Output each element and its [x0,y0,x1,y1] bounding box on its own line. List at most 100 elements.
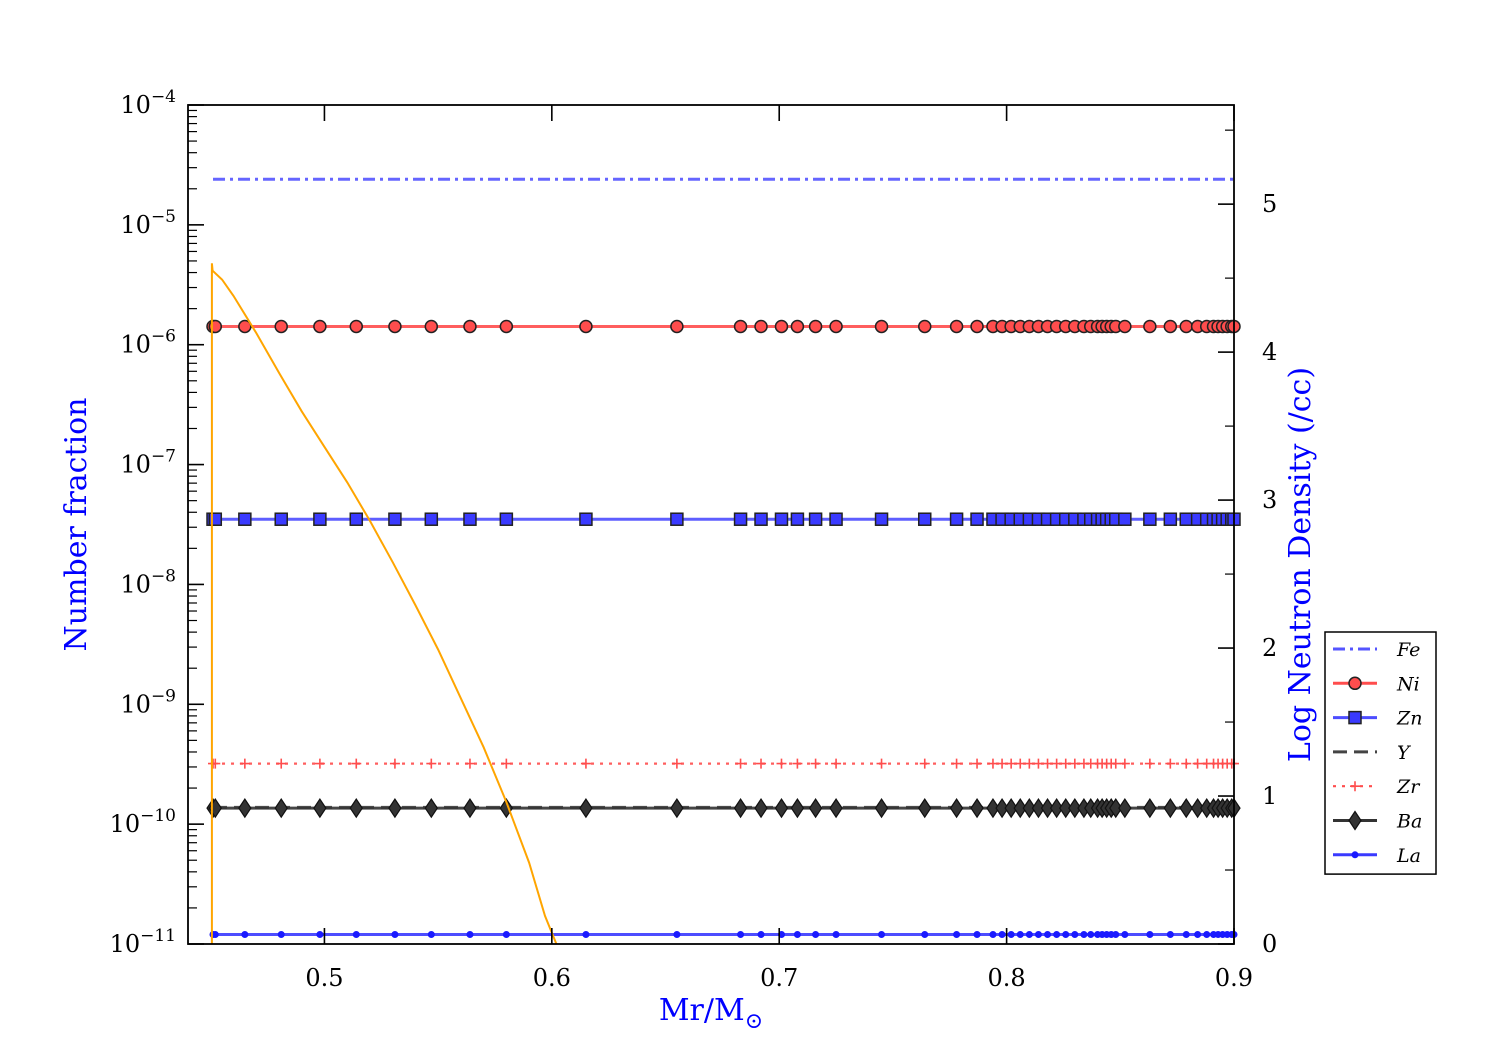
data-point-ni [274,319,288,334]
data-point-la [973,931,981,939]
data-point-ba [808,798,823,819]
data-point-zn [670,512,684,526]
data-point-ba [1179,798,1193,819]
series-zr [208,758,1239,769]
data-point-ni [1143,319,1157,334]
data-point-la [427,931,435,939]
data-point-zr [501,758,512,769]
data-point-zr [972,758,983,769]
y-left-tick-label: 10−6 [120,327,176,359]
data-point-zr [1051,758,1062,769]
data-point-zn [579,512,593,526]
data-point-zr [426,758,437,769]
y-left-tick-label: 10−8 [120,566,176,598]
data-point-la [502,931,510,939]
data-point-zr [1006,758,1017,769]
legend-entry-la: La [1333,845,1421,867]
data-point-ba [238,798,252,819]
data-point-ni [970,319,984,334]
data-point-la [793,931,801,939]
data-point-zn [499,512,514,526]
data-point-ba [1013,798,1027,819]
data-point-zn [829,512,843,526]
x-tick-label: 0.7 [760,964,798,992]
data-point-ni [463,319,477,334]
data-point-ba [733,798,748,819]
data-point-la [673,931,681,939]
data-point-zr [1015,758,1026,769]
series-ba [206,798,1241,819]
data-point-zr [1192,758,1203,769]
legend-entry-fe: Fe [1333,639,1420,661]
data-point-ni [1163,319,1178,334]
data-point-zr [1042,758,1053,769]
data-point-la [1146,931,1154,939]
y-right-tick-label: 0 [1262,930,1277,958]
data-point-ni [579,319,593,334]
y-right-tick-label: 5 [1262,190,1277,218]
data-point-zn [970,512,984,526]
data-point-la [277,931,285,939]
data-point-la [352,931,360,939]
data-point-ni [774,319,789,334]
data-point-la [1112,931,1120,939]
data-point-ni [424,319,439,334]
data-point-la [241,931,249,939]
data-point-la [921,931,929,939]
data-point-ni [808,319,823,334]
legend-entry-zr: Zr [1333,776,1421,798]
data-point-ni [790,319,805,334]
data-point-la [1053,931,1061,939]
data-point-zn [808,512,823,526]
data-point-zr [1069,758,1080,769]
data-point-zn [1179,512,1193,526]
data-point-ni [349,319,364,334]
data-point-zn [790,512,805,526]
x-tick-label: 0.9 [1215,964,1253,992]
data-point-ba [774,798,789,819]
data-point-zr [580,758,591,769]
data-point-ba [790,798,805,819]
data-point-zr [1165,758,1176,769]
data-point-zn [1143,512,1157,526]
data-point-zn [1118,512,1132,526]
data-point-la [1007,931,1015,939]
data-point-ni [1118,319,1132,334]
y-right-tick-label: 2 [1262,634,1277,662]
legend-label: Fe [1396,639,1420,661]
y-left-tick-label: 10−4 [120,87,176,119]
data-point-ba [274,798,288,819]
data-point-la [1182,931,1190,939]
legend-entry-ba: Ba [1333,810,1422,833]
data-point-ni [388,319,402,334]
data-point-ba [829,798,843,819]
data-point-la [989,931,997,939]
data-point-la [316,931,324,939]
data-point-la [757,931,765,939]
data-point-ba [388,798,402,819]
data-point-la [1087,931,1095,939]
legend-entry-ni: Ni [1333,673,1420,695]
data-point-zr [735,758,746,769]
legend-label: La [1396,845,1421,867]
data-point-ba [995,798,1009,819]
legend-marker [1348,676,1362,691]
data-point-ba [754,798,768,819]
data-point-ni [754,319,768,334]
data-point-zr [1033,758,1044,769]
data-point-zr [987,758,998,769]
data-point-la [832,931,840,939]
data-point-zn [949,512,964,526]
y-left-tick-label: 10−9 [120,686,176,718]
y-right-tick-label: 1 [1262,782,1277,810]
data-point-ba [1068,798,1082,819]
data-point-zr [997,758,1008,769]
data-point-zr [276,758,287,769]
data-point-zr [831,758,842,769]
data-point-ba [1004,798,1018,819]
data-point-ni [829,319,843,334]
y-left-tick-label: 10−5 [120,207,176,239]
data-point-ba [463,798,477,819]
data-point-zr [876,758,887,769]
data-point-ba [986,798,1000,819]
